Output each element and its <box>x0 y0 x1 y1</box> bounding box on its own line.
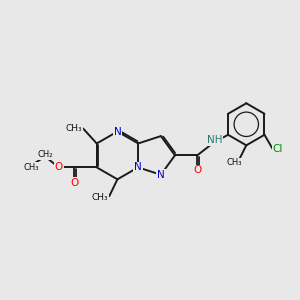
Text: O: O <box>55 162 63 172</box>
Text: CH₃: CH₃ <box>226 158 242 167</box>
Text: CH₃: CH₃ <box>65 124 82 133</box>
Text: NH: NH <box>207 135 222 145</box>
Text: CH₂: CH₂ <box>38 150 53 159</box>
Text: Cl: Cl <box>272 144 283 154</box>
Text: N: N <box>157 170 165 180</box>
Text: CH₃: CH₃ <box>24 163 39 172</box>
Text: CH₃: CH₃ <box>91 193 108 202</box>
Text: O: O <box>70 178 79 188</box>
Text: N: N <box>113 127 121 136</box>
Text: N: N <box>134 162 142 172</box>
Text: O: O <box>193 165 201 176</box>
